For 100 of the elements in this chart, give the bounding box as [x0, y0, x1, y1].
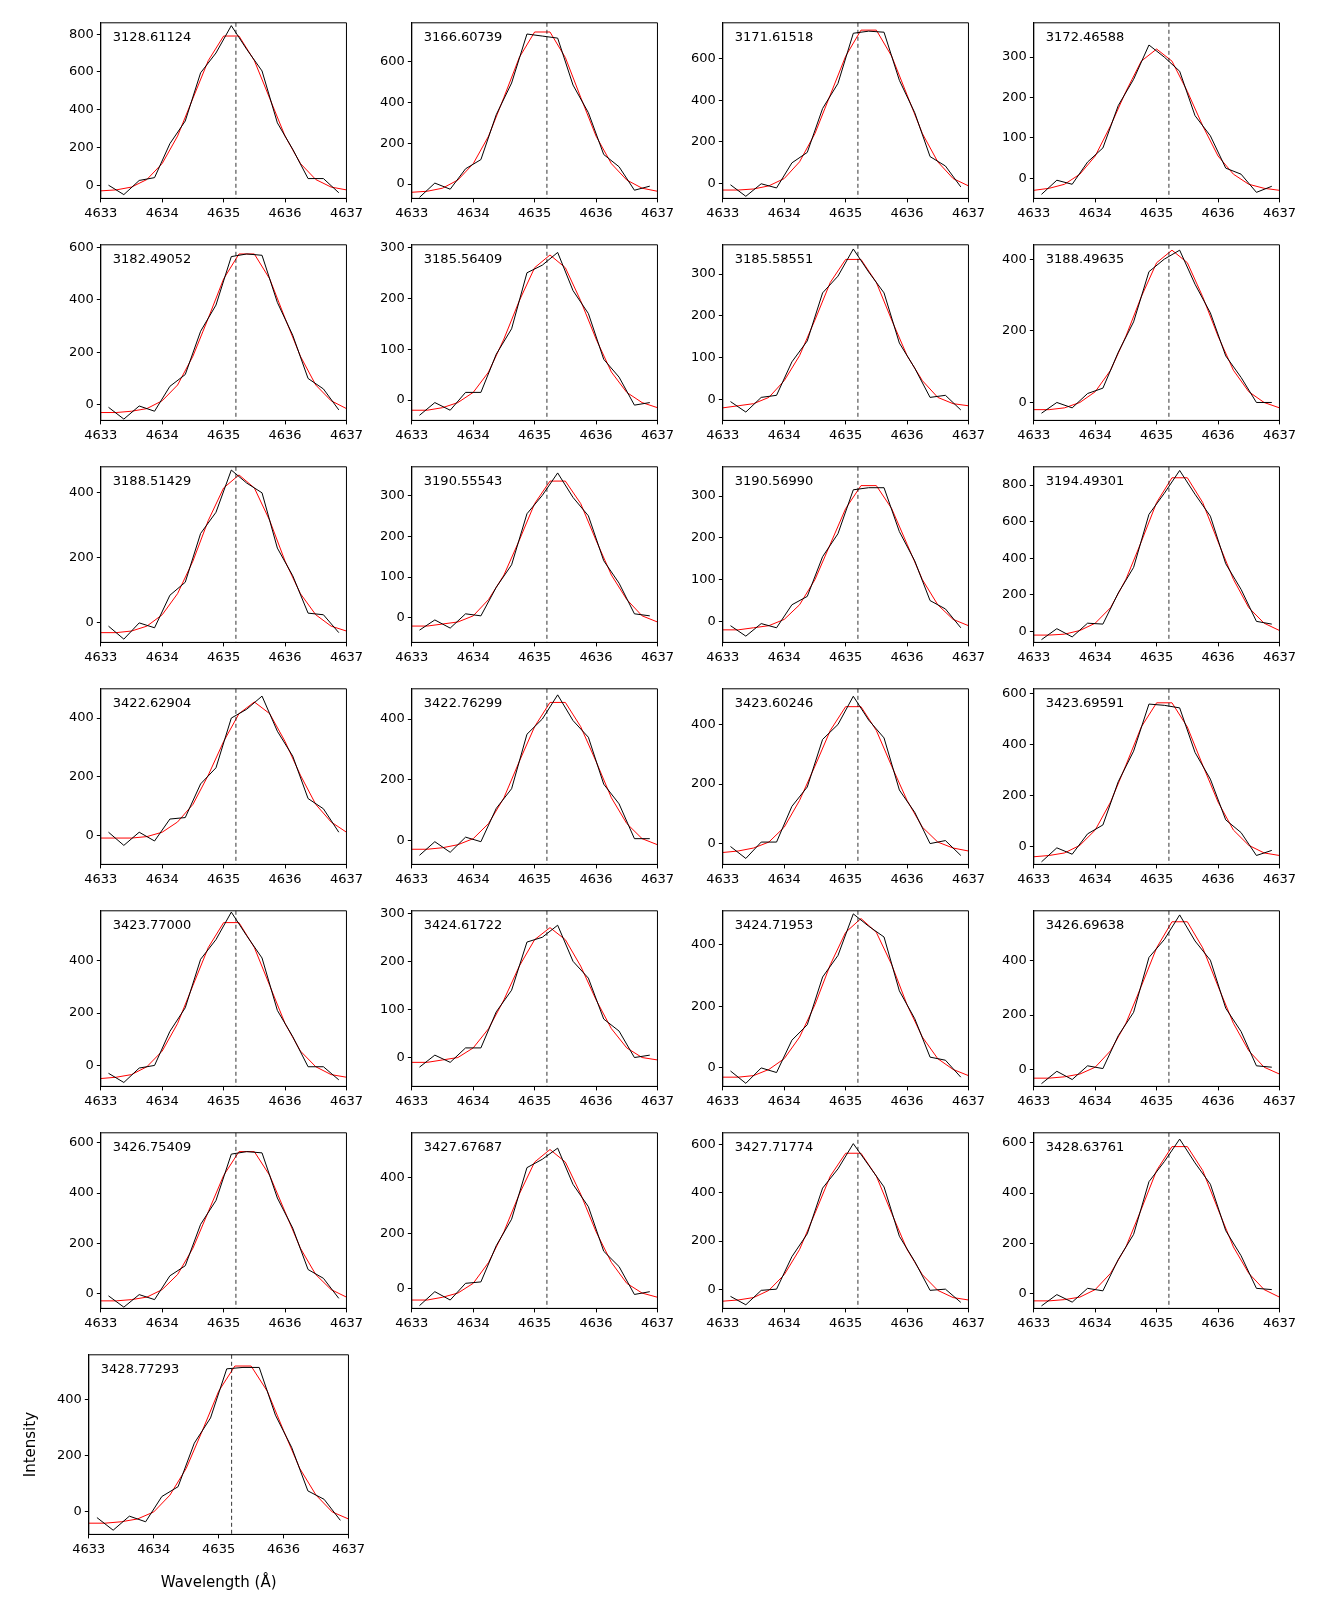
- x-tick-label: 4635: [518, 1092, 552, 1108]
- y-tick-label: 100: [379, 568, 405, 584]
- text: 3188.49635: [1045, 250, 1125, 266]
- text: 3424.61722: [423, 916, 503, 932]
- x-tick-label: 4636: [1201, 204, 1235, 220]
- y-tick-label: 800: [68, 25, 94, 41]
- x-tick-label: 4637: [951, 1314, 985, 1330]
- y-tick-label: 400: [1001, 1184, 1027, 1200]
- x-tick-label: 4635: [518, 870, 552, 886]
- y-tick-label: 400: [690, 91, 716, 107]
- y-tick-label: 0: [396, 609, 405, 625]
- y-tick-label: 0: [85, 614, 94, 630]
- x-tick-label: 4634: [456, 204, 490, 220]
- x-tick-label: 4634: [1078, 870, 1112, 886]
- x-tick-label: 4633: [395, 870, 429, 886]
- text: 3185.58551: [734, 250, 814, 266]
- y-tick-label: 0: [85, 396, 94, 412]
- y-tick-label: 800: [1001, 476, 1027, 492]
- x-tick-label: 4633: [395, 1314, 429, 1330]
- y-tick-label: 200: [1001, 88, 1027, 104]
- x-tick-label: 4634: [456, 1092, 490, 1108]
- y-tick-label: 0: [707, 390, 716, 406]
- y-tick-label: 300: [1001, 48, 1027, 64]
- x-tick-label: 4633: [706, 1314, 740, 1330]
- x-tick-label: 4633: [84, 426, 118, 442]
- y-tick-label: 400: [379, 93, 405, 109]
- y-tick-label: 0: [707, 1059, 716, 1075]
- y-tick-label: 0: [396, 1048, 405, 1064]
- x-tick-label: 4635: [1140, 1314, 1174, 1330]
- x-tick-label: 4633: [706, 870, 740, 886]
- y-tick-label: 600: [68, 1134, 94, 1150]
- x-tick-label: 4636: [579, 204, 613, 220]
- x-tick-label: 4633: [706, 1092, 740, 1108]
- y-tick-label: 0: [1018, 622, 1027, 638]
- y-tick-label: 0: [396, 391, 405, 407]
- y-tick-label: 100: [1001, 129, 1027, 145]
- x-tick-label: 4635: [207, 204, 241, 220]
- x-tick-label: 4634: [145, 426, 179, 442]
- x-tick-label: 4634: [767, 1314, 801, 1330]
- y-tick-label: 0: [396, 831, 405, 847]
- x-tick-label: 4634: [145, 870, 179, 886]
- x-tick-label: 4637: [1262, 1092, 1296, 1108]
- x-tick-label: 4635: [207, 648, 241, 664]
- x-tick-label: 4637: [640, 1314, 674, 1330]
- text: 3190.56990: [734, 472, 814, 488]
- x-tick-label: 4635: [829, 1092, 863, 1108]
- y-tick-label: 400: [1001, 736, 1027, 752]
- x-tick-label: 4637: [640, 204, 674, 220]
- y-tick-label: 200: [379, 771, 405, 786]
- y-tick-label: 300: [690, 487, 716, 503]
- text: 3182.49052: [112, 250, 192, 266]
- text: 3166.60739: [423, 28, 503, 44]
- x-tick-label: 4633: [1017, 1314, 1051, 1330]
- chart-title: 3426.69638: [1045, 916, 1125, 932]
- x-tick-label: 4634: [145, 204, 179, 220]
- x-tick-label: 4633: [84, 204, 118, 220]
- y-tick-label: 200: [690, 997, 716, 1013]
- x-tick-label: 4635: [207, 870, 241, 886]
- y-tick-label: 600: [1001, 685, 1027, 701]
- x-tick-label: 4634: [1078, 426, 1112, 442]
- y-tick-label: 200: [690, 1232, 716, 1248]
- x-tick-label: 4637: [640, 426, 674, 442]
- x-tick-label: 4635: [829, 870, 863, 886]
- x-tick-label: 4635: [829, 204, 863, 220]
- x-tick-label: 4634: [137, 1540, 171, 1556]
- x-tick-label: 4635: [518, 648, 552, 664]
- y-tick-label: 200: [56, 1447, 82, 1463]
- x-tick-label: 4633: [84, 870, 118, 886]
- x-tick-label: 4635: [518, 1314, 552, 1330]
- text: 3423.69591: [1045, 694, 1125, 710]
- x-tick-label: 4637: [329, 870, 363, 886]
- x-tick-label: 4636: [890, 870, 924, 886]
- chart-title: 3171.61518: [734, 28, 814, 44]
- x-tick-label: 4634: [456, 870, 490, 886]
- x-tick-label: 4634: [767, 426, 801, 442]
- y-tick-label: 400: [690, 1184, 716, 1200]
- y-tick-label: 200: [1001, 787, 1027, 803]
- x-tick-label: 4636: [890, 648, 924, 664]
- x-tick-label: 4634: [145, 1314, 179, 1330]
- text: 3428.77293: [100, 1360, 180, 1376]
- y-tick-label: 400: [68, 1184, 94, 1200]
- x-tick-label: 4637: [329, 426, 363, 442]
- text: 3188.51429: [112, 472, 192, 488]
- x-tick-label: 4636: [890, 426, 924, 442]
- y-tick-label: 200: [690, 133, 716, 149]
- y-tick-label: 400: [68, 484, 94, 500]
- y-tick-label: 0: [707, 1280, 716, 1296]
- x-tick-label: 4635: [207, 1314, 241, 1330]
- y-tick-label: 200: [68, 549, 94, 565]
- x-tick-label: 4634: [145, 648, 179, 664]
- x-tick-label: 4633: [395, 648, 429, 664]
- text: 3185.56409: [423, 250, 503, 266]
- x-tick-label: 4634: [767, 1092, 801, 1108]
- y-tick-label: 0: [707, 175, 716, 191]
- x-tick-label: 4635: [1140, 204, 1174, 220]
- y-tick-label: 300: [379, 904, 405, 920]
- x-tick-label: 4637: [640, 1092, 674, 1108]
- x-tick-label: 4634: [1078, 1314, 1112, 1330]
- x-tick-label: 4634: [767, 870, 801, 886]
- x-tick-label: 4635: [518, 426, 552, 442]
